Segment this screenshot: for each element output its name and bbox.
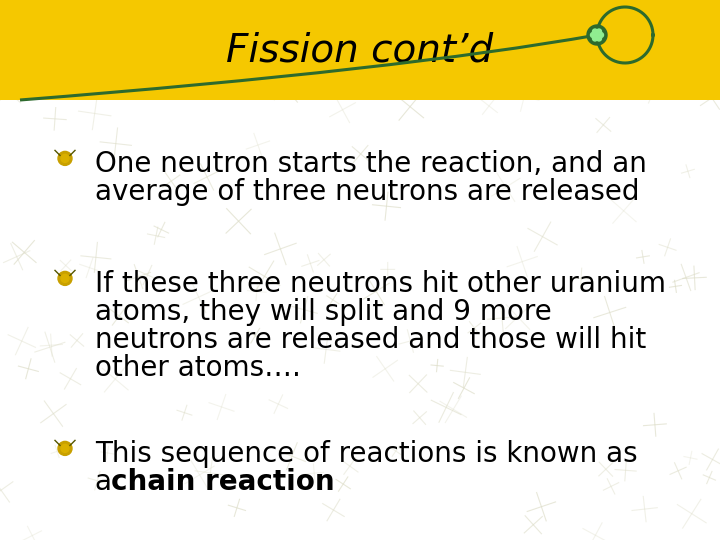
Circle shape [596,36,601,41]
Circle shape [61,444,69,453]
Text: chain reaction: chain reaction [111,468,335,496]
Text: Fission cont’d: Fission cont’d [226,31,494,69]
Circle shape [598,32,603,37]
Text: This sequence of reactions is known as: This sequence of reactions is known as [95,440,638,468]
Circle shape [596,29,601,34]
Circle shape [58,272,72,286]
Circle shape [58,151,72,165]
Text: neutrons are released and those will hit: neutrons are released and those will hit [95,326,647,354]
Text: average of three neutrons are released: average of three neutrons are released [95,178,639,206]
Text: If these three neutrons hit other uranium: If these three neutrons hit other uraniu… [95,270,666,298]
Text: One neutron starts the reaction, and an: One neutron starts the reaction, and an [95,150,647,178]
Circle shape [587,25,607,45]
Circle shape [58,441,72,455]
FancyBboxPatch shape [0,0,720,100]
Circle shape [593,29,598,34]
Circle shape [61,154,69,163]
Text: atoms, they will split and 9 more: atoms, they will split and 9 more [95,298,552,326]
Circle shape [590,32,595,37]
Circle shape [61,274,69,282]
Circle shape [593,36,598,41]
Text: a: a [95,468,121,496]
Text: other atoms….: other atoms…. [95,354,301,382]
Circle shape [595,32,600,37]
